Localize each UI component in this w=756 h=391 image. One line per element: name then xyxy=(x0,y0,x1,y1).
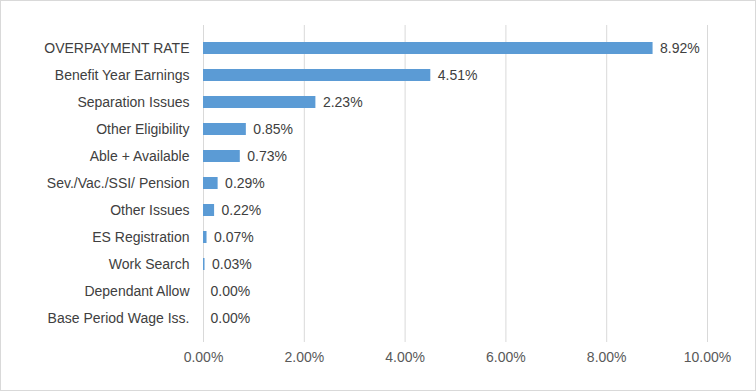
svg-text:10.00%: 10.00% xyxy=(684,349,731,365)
svg-text:Dependant Allow: Dependant Allow xyxy=(84,283,190,299)
svg-text:0.00%: 0.00% xyxy=(211,283,251,299)
svg-text:Base Period Wage Iss.: Base Period Wage Iss. xyxy=(48,310,190,326)
svg-text:4.51%: 4.51% xyxy=(438,67,478,83)
svg-text:Able + Available: Able + Available xyxy=(90,148,190,164)
svg-text:8.92%: 8.92% xyxy=(660,40,700,56)
svg-text:0.07%: 0.07% xyxy=(214,229,254,245)
svg-text:2.00%: 2.00% xyxy=(284,349,324,365)
svg-text:ES Registration: ES Registration xyxy=(92,229,189,245)
svg-text:4.00%: 4.00% xyxy=(385,349,425,365)
svg-text:Benefit Year Earnings: Benefit Year Earnings xyxy=(55,67,190,83)
svg-text:Other Issues: Other Issues xyxy=(110,202,189,218)
svg-text:Separation Issues: Separation Issues xyxy=(77,94,189,110)
svg-text:Work Search: Work Search xyxy=(109,256,190,272)
svg-text:0.22%: 0.22% xyxy=(222,202,262,218)
svg-text:0.85%: 0.85% xyxy=(253,121,293,137)
svg-text:OVERPAYMENT RATE: OVERPAYMENT RATE xyxy=(44,40,189,56)
svg-text:0.00%: 0.00% xyxy=(211,310,251,326)
svg-text:6.00%: 6.00% xyxy=(486,349,526,365)
svg-text:Sev./Vac./SSI/ Pension: Sev./Vac./SSI/ Pension xyxy=(47,175,190,191)
svg-text:Other Eligibility: Other Eligibility xyxy=(96,121,189,137)
svg-text:0.29%: 0.29% xyxy=(225,175,265,191)
svg-text:0.03%: 0.03% xyxy=(212,256,252,272)
svg-text:0.00%: 0.00% xyxy=(184,349,224,365)
svg-text:8.00%: 8.00% xyxy=(587,349,627,365)
svg-text:2.23%: 2.23% xyxy=(323,94,363,110)
svg-text:0.73%: 0.73% xyxy=(247,148,287,164)
